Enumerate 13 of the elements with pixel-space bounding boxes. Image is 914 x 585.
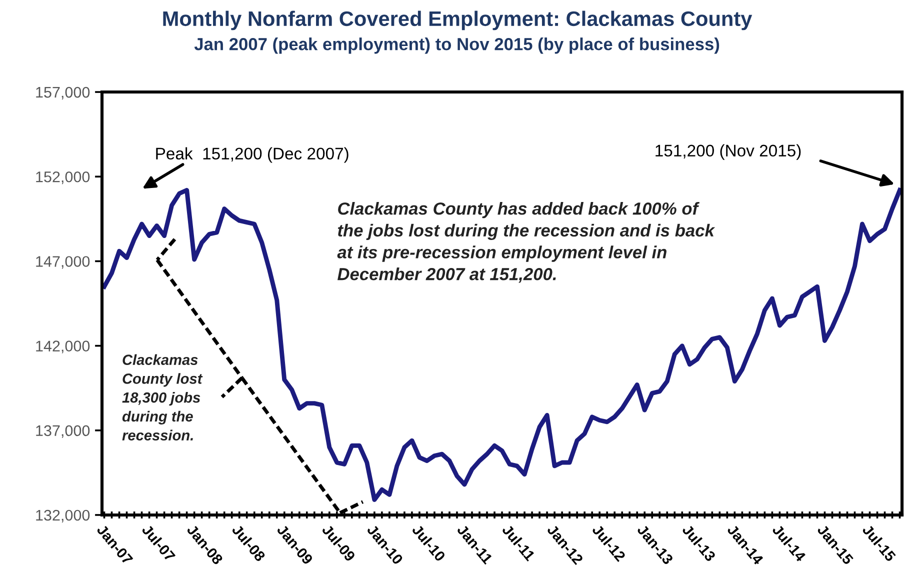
annotation: Clackamas County lost 18,300 jobs during the recession. — [122, 354, 203, 440]
line-series — [102, 188, 902, 502]
chart-title: Monthly Nonfarm Covered Employment: Clackamas County — [163, 10, 752, 30]
chart-subtitle: Jan 2007 (peak employment) to Nov 2015 (by place of business) — [194, 38, 720, 54]
y-tick-label: 142,000 — [36, 340, 90, 354]
y-tick-label: 137,000 — [36, 425, 90, 438]
y-tick-label: 152,000 — [36, 171, 90, 184]
y-tick-label: 147,000 — [36, 256, 90, 269]
y-tick-label: 157,000 — [36, 86, 90, 100]
annotation: Peak 151,200 (Dec 2007) — [156, 147, 348, 163]
annotation: Clackamas County has added back 100% of the jobs lost during the recession and is back at its pre-recession employment level in December 2007 at 151,200. — [337, 202, 716, 283]
y-tick-label: 132,000 — [36, 510, 90, 522]
annotation: 151,200 (Nov 2015) — [656, 144, 801, 160]
